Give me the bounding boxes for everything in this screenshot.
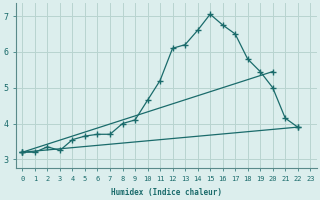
X-axis label: Humidex (Indice chaleur): Humidex (Indice chaleur) <box>111 188 222 197</box>
